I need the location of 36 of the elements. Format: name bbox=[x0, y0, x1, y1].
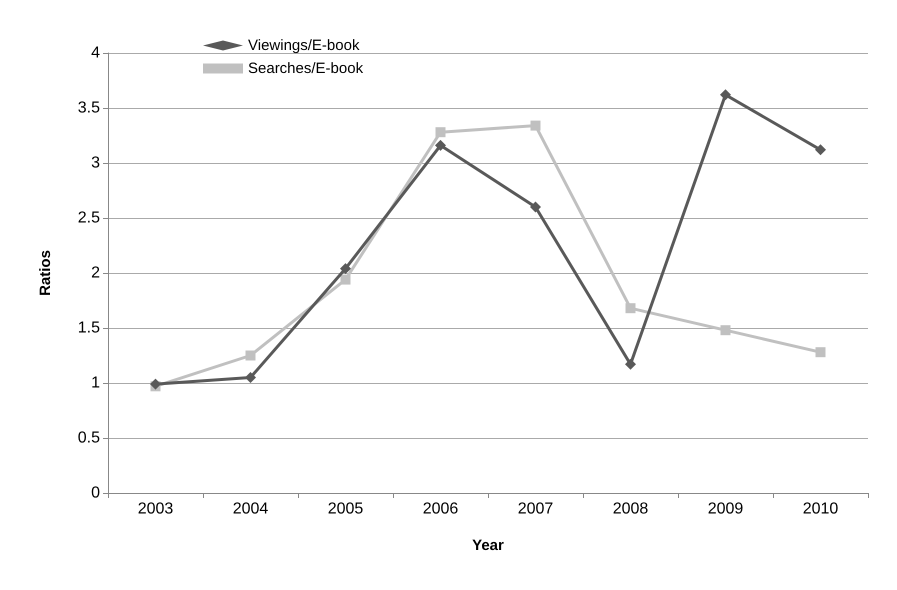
y-tick-label: 2.5 bbox=[78, 210, 100, 226]
x-tick-label: 2010 bbox=[802, 500, 838, 518]
point bbox=[435, 140, 446, 151]
legend-label: Viewings/E-book bbox=[248, 37, 360, 54]
y-tick-label: 0 bbox=[91, 484, 100, 502]
point bbox=[530, 120, 540, 131]
x-tick-label: 2007 bbox=[518, 500, 554, 518]
point bbox=[625, 358, 636, 370]
point bbox=[245, 372, 256, 383]
point bbox=[720, 325, 730, 336]
y-tick-label: 1 bbox=[91, 374, 100, 392]
legend-label: Searches/E-book bbox=[248, 60, 364, 77]
point bbox=[340, 274, 350, 285]
point bbox=[436, 127, 446, 138]
point bbox=[815, 144, 826, 156]
x-axis-title: Year bbox=[472, 537, 504, 554]
x-tick-label: 2009 bbox=[708, 500, 744, 518]
point bbox=[816, 347, 826, 358]
point bbox=[626, 303, 636, 314]
x-tick-label: 2008 bbox=[612, 500, 648, 518]
y-axis-title: Ratios bbox=[37, 250, 54, 296]
x-tick-label: 2005 bbox=[328, 500, 364, 518]
point bbox=[340, 263, 351, 274]
y-tick-label: 0.5 bbox=[78, 430, 100, 446]
y-tick-label: 4 bbox=[91, 44, 100, 62]
point bbox=[246, 350, 256, 360]
y-tick-label: 3.5 bbox=[78, 100, 100, 116]
y-tick-label: 2 bbox=[91, 264, 100, 282]
point bbox=[720, 89, 731, 100]
x-tick-label: 2003 bbox=[138, 500, 174, 518]
x-tick-label: 2004 bbox=[232, 500, 268, 518]
y-tick-label: 1.5 bbox=[78, 320, 100, 336]
y-tick-label: 3 bbox=[91, 154, 100, 172]
point bbox=[150, 378, 161, 390]
x-tick-label: 2006 bbox=[422, 500, 458, 518]
point bbox=[530, 202, 541, 212]
